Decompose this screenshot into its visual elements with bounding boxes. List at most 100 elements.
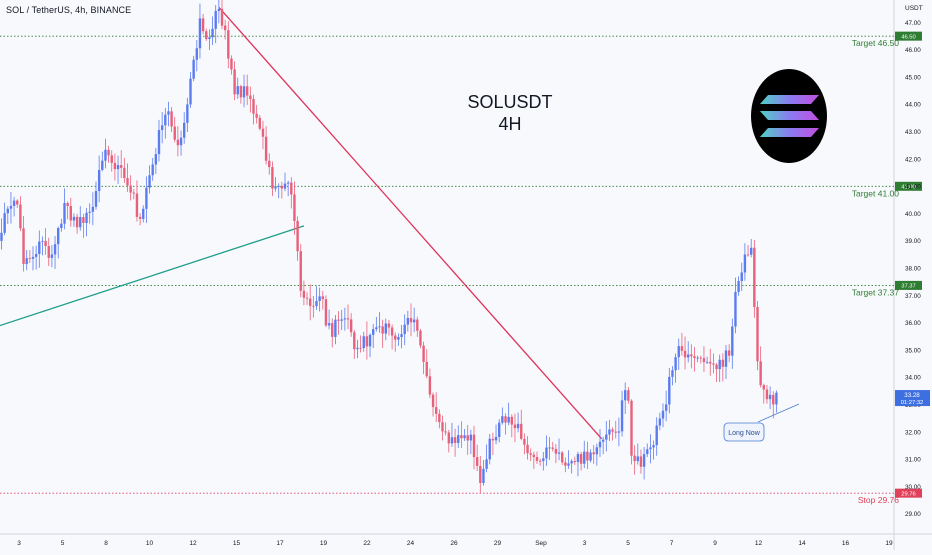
candle-body bbox=[296, 220, 299, 252]
level-price-tag bbox=[895, 280, 922, 290]
candle-body bbox=[135, 193, 139, 217]
candle-body bbox=[542, 458, 545, 462]
price-tick-label: 44.00 bbox=[905, 102, 921, 109]
candle-body bbox=[608, 429, 611, 435]
candle-body bbox=[69, 206, 72, 221]
candle-body bbox=[696, 357, 699, 359]
candle-body bbox=[205, 31, 208, 39]
candle-body bbox=[441, 422, 444, 432]
candle-body bbox=[138, 216, 142, 219]
candle-body bbox=[561, 452, 564, 463]
time-tick-label: 19 bbox=[320, 540, 328, 547]
time-tick-label: 12 bbox=[189, 540, 197, 547]
candle-body bbox=[283, 183, 287, 189]
candle-body bbox=[687, 354, 690, 358]
annotation-pointer bbox=[757, 403, 800, 423]
candle-body bbox=[340, 319, 343, 321]
candle-body bbox=[438, 413, 441, 423]
time-tick-label: 3 bbox=[17, 540, 21, 547]
price-tick-label: 36.00 bbox=[905, 320, 921, 327]
candle-body bbox=[378, 326, 381, 328]
candle-body bbox=[737, 280, 740, 292]
candle-body bbox=[22, 228, 25, 265]
price-tick-label: 45.00 bbox=[905, 74, 921, 81]
candle-body bbox=[129, 185, 132, 193]
candle-body bbox=[236, 86, 239, 95]
candle-body bbox=[192, 59, 195, 79]
candle-body bbox=[227, 30, 230, 59]
candle-body bbox=[220, 8, 224, 26]
candle-body bbox=[431, 394, 435, 408]
candle-body bbox=[715, 364, 718, 370]
candle-body bbox=[724, 350, 728, 367]
time-tick-label: Sep bbox=[535, 540, 547, 547]
candle-body bbox=[145, 187, 148, 209]
candle-body bbox=[721, 359, 725, 367]
candle-body bbox=[242, 86, 246, 98]
candle-body bbox=[88, 211, 91, 213]
candle-body bbox=[479, 465, 482, 483]
chart-title-line2: 4H bbox=[498, 114, 521, 134]
candle-body bbox=[79, 217, 82, 228]
candle-body bbox=[34, 253, 38, 257]
candle-body bbox=[583, 451, 586, 464]
candle-body bbox=[630, 400, 633, 456]
candle-body bbox=[9, 205, 13, 209]
candle-body bbox=[346, 318, 350, 320]
candle-body bbox=[189, 78, 192, 105]
candle-body bbox=[412, 319, 416, 323]
candle-body bbox=[277, 186, 280, 187]
long-now-annotation[interactable]: Long Now bbox=[723, 403, 800, 442]
candle-body bbox=[132, 192, 135, 194]
countdown-text: 01:27:32 bbox=[901, 400, 924, 406]
price-tick-label: 37.00 bbox=[905, 293, 921, 300]
time-tick-label: 16 bbox=[842, 540, 850, 547]
candle-body bbox=[579, 454, 583, 464]
price-tick-label: 30.00 bbox=[905, 484, 921, 491]
candle-body bbox=[400, 334, 403, 337]
candle-body bbox=[498, 422, 501, 437]
candle-body bbox=[384, 323, 387, 334]
candle-body bbox=[31, 256, 35, 259]
candle-body bbox=[268, 160, 271, 168]
symbol-header[interactable]: SOL / TetherUS, 4h, BINANCE bbox=[6, 5, 132, 15]
candle-body bbox=[702, 358, 706, 363]
candle-body bbox=[0, 232, 3, 241]
candle-body bbox=[353, 332, 356, 350]
candle-body bbox=[674, 357, 677, 371]
candle-body bbox=[652, 445, 655, 448]
candle-body bbox=[746, 254, 750, 256]
price-tick-label: 39.00 bbox=[905, 238, 921, 245]
candle-body bbox=[381, 326, 384, 334]
solana-logo bbox=[751, 69, 827, 163]
candle-body bbox=[126, 178, 129, 186]
candle-body bbox=[705, 361, 709, 363]
candle-body bbox=[305, 297, 309, 299]
candle-body bbox=[72, 216, 76, 221]
candle-body bbox=[6, 208, 9, 214]
candle-body bbox=[57, 228, 60, 245]
candle-body bbox=[435, 407, 438, 414]
candle-body bbox=[324, 299, 328, 326]
candle-body bbox=[19, 204, 22, 229]
candle-body bbox=[47, 246, 50, 258]
candle-body bbox=[230, 58, 233, 70]
candle-body bbox=[425, 361, 428, 377]
level-label-stop: Stop 29.76 bbox=[858, 495, 899, 505]
candle-body bbox=[286, 182, 290, 184]
candle-body bbox=[538, 460, 542, 462]
candle-body bbox=[658, 418, 662, 426]
candle-body bbox=[693, 356, 696, 359]
candle-body bbox=[368, 334, 372, 347]
candle-body bbox=[44, 240, 47, 247]
candle-body bbox=[636, 456, 639, 462]
candle-body bbox=[592, 452, 595, 455]
candle-body bbox=[573, 461, 576, 463]
candle-body bbox=[12, 200, 16, 206]
candle-body bbox=[463, 435, 466, 439]
candle-body bbox=[683, 350, 687, 358]
candle-body bbox=[447, 432, 450, 444]
candle-body bbox=[246, 86, 249, 96]
logo-bar-bottom bbox=[760, 128, 819, 137]
